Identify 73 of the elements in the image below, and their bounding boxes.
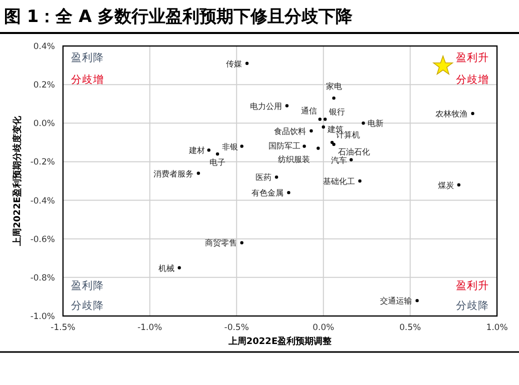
series-label: 机械 [158,264,174,273]
series-label: 医药 [256,173,272,182]
series-label: 电子 [210,158,226,167]
annotation: 盈利升 [456,51,489,64]
series-label: 通信 [300,106,317,116]
series-label: 基础化工 [322,177,355,186]
point [310,129,313,132]
series-label: 建材 [188,146,205,156]
chart-title: 图 1：全 A 多数行业盈利预期下修且分歧下降 [4,7,354,27]
x-tick-label: 0.5% [399,323,422,333]
series-label: 农林牧渔 [436,110,468,118]
series-label: 电力公用 [250,102,282,111]
annotation: 盈利降 [71,279,104,292]
point [350,158,353,162]
annotation: 盈利升 [456,279,489,292]
y-tick-label: -1.0% [30,312,55,322]
annotation: 分歧降 [456,299,489,312]
point [207,148,210,152]
point [324,118,327,121]
x-tick-label: -1.0% [137,323,162,333]
series-label: 汽车 [331,156,348,165]
annotation: 盈利降 [71,51,104,64]
series-label: 纺织服装 [278,155,310,164]
series-label: 食品饮料 [274,126,306,136]
series-label: 家电 [326,82,342,92]
point [416,298,419,302]
point [330,140,334,144]
series-label: 传媒 [226,59,242,68]
point [318,118,322,121]
series-label: 银行 [328,107,346,116]
point [196,172,200,175]
point [457,183,460,186]
x-tick-label: -1.5% [50,323,76,333]
series-label: 煤炭 [438,180,454,190]
annotation: 分歧增 [71,73,104,86]
point [358,179,362,183]
point [240,144,244,148]
point [245,62,249,65]
series-label: 国防军工 [268,141,300,150]
x-axis-title: 上周2022E盈利预期调整 [227,336,333,347]
point [274,176,278,179]
x-tick-label: 1.0% [486,323,508,333]
point [240,241,244,244]
series-label: 交通运输 [380,296,412,306]
y-axis-title: 上周2022E盈利预期分歧度变化 [12,114,23,248]
point [178,266,181,270]
point [285,104,289,108]
point [471,112,474,116]
annotation: 分歧增 [456,73,489,86]
y-tick-label: 0.2% [33,80,55,91]
x-tick-label: -0.5% [224,323,249,333]
point [302,144,306,148]
series-label: 电新 [367,119,384,128]
y-tick-label: -0.2% [30,158,55,168]
point [287,190,290,194]
y-tick-label: -0.8% [30,273,55,284]
annotation: 分歧降 [71,299,104,312]
point [216,152,220,156]
point [332,142,336,146]
series-label: 商贸零售 [204,238,237,248]
series-label: 石油石化 [338,147,370,156]
series-label: 消费者服务 [153,169,194,178]
y-tick-label: -0.4% [30,196,55,206]
series-label: 有色金属 [252,188,284,198]
y-tick-label: 0.4% [33,42,55,52]
point [362,122,365,125]
point [322,125,325,129]
point [332,96,336,100]
y-tick-label: 0.0% [33,119,55,130]
series-label: 非银 [222,142,238,152]
point [316,146,320,150]
x-tick-label: 0.0% [312,323,334,333]
y-tick-label: -0.6% [30,234,55,245]
